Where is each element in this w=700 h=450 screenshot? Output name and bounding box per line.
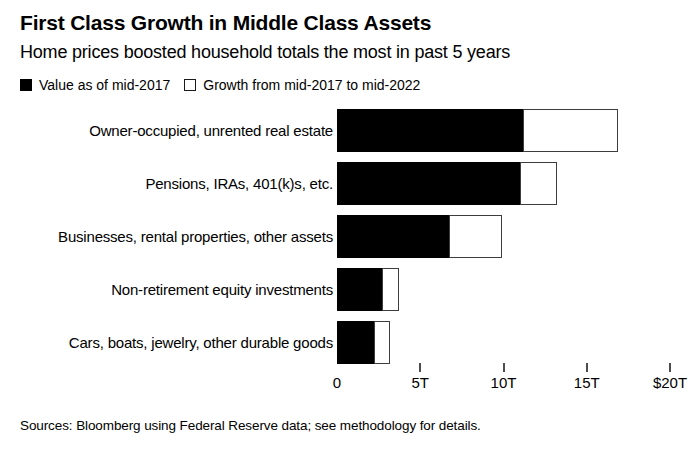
bar-segment-value-2017 [337,215,449,258]
x-axis-tick-mark [669,363,671,372]
bar-label: Pensions, IRAs, 401(k)s, etc. [145,175,333,192]
x-axis-tick-label: 5T [411,374,429,391]
bar-segment-growth [382,268,399,311]
bar-segment-growth [374,321,391,364]
x-axis-tick-label: $20T [653,374,687,391]
x-axis-tick-mark [586,363,588,372]
bar-segment-value-2017 [337,109,523,152]
x-axis-tick-label: 15T [574,374,600,391]
x-axis-tick-label: 0 [333,374,341,391]
x-axis-tick-mark [503,363,505,372]
bar-segment-value-2017 [337,321,374,364]
bar-label: Owner-occupied, unrented real estate [89,122,333,139]
bar-segment-value-2017 [337,162,520,205]
bar-segment-growth [449,215,502,258]
source-note: Sources: Bloomberg using Federal Reserve… [20,418,481,433]
x-axis-tick-label: 10T [491,374,517,391]
bar-segment-growth [523,109,618,152]
chart-figure: First Class Growth in Middle Class Asset… [0,0,700,450]
bar-segment-growth [520,162,557,205]
bar-chart: Owner-occupied, unrented real estate Pens… [0,0,700,450]
bar-label: Businesses, rental properties, other ass… [58,228,333,245]
bar-label: Cars, boats, jewelry, other durable good… [69,334,333,351]
bar-segment-value-2017 [337,268,382,311]
bar-label: Non-retirement equity investments [111,281,333,298]
x-axis-tick-mark [419,363,421,372]
